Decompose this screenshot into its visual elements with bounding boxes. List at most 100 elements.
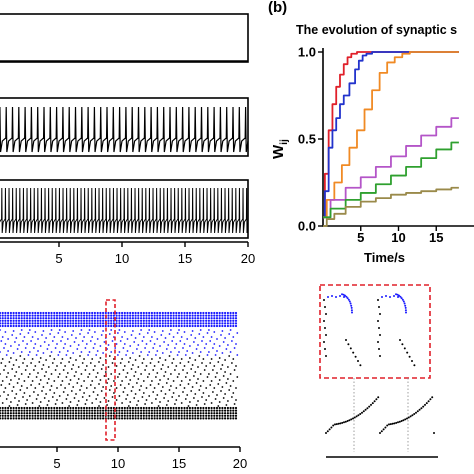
raster-point bbox=[23, 314, 26, 317]
raster-point bbox=[193, 397, 195, 399]
raster-point bbox=[69, 401, 72, 403]
inset-point bbox=[324, 327, 326, 329]
raster-point bbox=[196, 417, 200, 420]
raster-point bbox=[167, 400, 170, 402]
raster-point bbox=[33, 347, 35, 349]
raster-point bbox=[202, 414, 205, 417]
raster-point bbox=[80, 311, 83, 315]
raster-point bbox=[17, 319, 21, 322]
raster-point bbox=[206, 376, 209, 378]
raster-point bbox=[229, 317, 232, 320]
raster-point bbox=[194, 319, 197, 322]
inset-point bbox=[402, 300, 405, 303]
raster-point bbox=[64, 414, 67, 417]
raster-point bbox=[118, 314, 121, 317]
raster-point bbox=[213, 409, 216, 412]
raster-point bbox=[50, 414, 53, 417]
raster-point bbox=[218, 412, 221, 415]
raster-point bbox=[150, 324, 153, 328]
trace-2-spikes bbox=[0, 106, 249, 153]
raster-point bbox=[148, 412, 151, 415]
raster-point bbox=[15, 371, 18, 373]
raster-point bbox=[66, 314, 69, 317]
raster-point bbox=[191, 330, 194, 332]
raster-point bbox=[64, 406, 67, 410]
raster-point bbox=[111, 340, 114, 342]
raster-point bbox=[99, 412, 102, 415]
raster-point bbox=[51, 340, 54, 342]
raster-point bbox=[170, 373, 172, 375]
inset-point bbox=[349, 347, 352, 350]
raster-point bbox=[188, 311, 191, 315]
inset-wave-point bbox=[415, 411, 417, 414]
raster-point bbox=[199, 417, 202, 420]
raster-point bbox=[53, 412, 56, 415]
raster-point bbox=[142, 392, 145, 394]
raster-point bbox=[229, 373, 232, 375]
raster-point bbox=[145, 417, 148, 420]
raster-point bbox=[137, 412, 140, 415]
raster-point bbox=[142, 380, 145, 382]
raster-point bbox=[85, 409, 88, 412]
raster-point bbox=[107, 409, 110, 412]
raster-point bbox=[213, 417, 216, 420]
raster-point bbox=[53, 336, 56, 338]
raster-point bbox=[7, 409, 10, 412]
raster-point bbox=[153, 417, 156, 420]
raster-point bbox=[36, 311, 40, 315]
raster-point bbox=[191, 412, 194, 415]
raster-point bbox=[148, 406, 151, 410]
raster-point bbox=[137, 406, 140, 410]
raster-point bbox=[20, 385, 23, 387]
raster-point bbox=[170, 385, 172, 387]
raster-point bbox=[16, 404, 19, 406]
raster-point bbox=[0, 329, 1, 331]
top-left-x-tick-label: 20 bbox=[241, 251, 255, 266]
raster-point bbox=[199, 385, 202, 387]
raster-point bbox=[99, 414, 102, 417]
raster-point bbox=[141, 396, 144, 398]
raster-point bbox=[177, 319, 181, 322]
raster-point bbox=[183, 319, 186, 322]
raster-point bbox=[36, 324, 40, 328]
raster-point bbox=[66, 372, 69, 374]
raster-point bbox=[217, 361, 220, 363]
raster-point bbox=[12, 417, 15, 420]
raster-point bbox=[42, 319, 45, 322]
raster-point bbox=[152, 369, 155, 371]
raster-point bbox=[232, 311, 235, 315]
raster-point bbox=[26, 412, 29, 415]
raster-point bbox=[129, 412, 132, 415]
raster-point bbox=[153, 317, 156, 320]
raster-point bbox=[145, 399, 148, 401]
raster-point bbox=[0, 322, 2, 325]
bottom-left-x-tick-label: 5 bbox=[53, 456, 60, 471]
raster-point bbox=[156, 394, 159, 396]
bottom-right-panel bbox=[319, 284, 438, 458]
raster-point bbox=[202, 314, 205, 317]
raster-point bbox=[218, 409, 221, 412]
raster-point bbox=[83, 358, 85, 360]
raster-point bbox=[68, 405, 70, 407]
raster-point bbox=[27, 354, 30, 356]
raster-point bbox=[196, 409, 200, 412]
raster-point bbox=[1, 314, 4, 317]
raster-point bbox=[194, 393, 197, 395]
raster-point bbox=[137, 324, 140, 328]
raster-point bbox=[110, 406, 113, 410]
raster-point bbox=[125, 398, 127, 400]
raster-point bbox=[15, 311, 18, 315]
raster-point bbox=[36, 317, 40, 320]
raster-point bbox=[80, 417, 83, 420]
raster-point bbox=[131, 417, 134, 420]
raster-point bbox=[4, 322, 7, 325]
raster-point bbox=[102, 364, 104, 366]
raster-point bbox=[144, 347, 147, 349]
raster-point bbox=[160, 334, 163, 336]
raster-point bbox=[209, 384, 212, 386]
raster-point bbox=[62, 369, 65, 371]
raster-point bbox=[175, 409, 178, 412]
raster-point bbox=[218, 317, 221, 320]
raster-point bbox=[102, 386, 104, 388]
raster-point bbox=[80, 385, 83, 387]
